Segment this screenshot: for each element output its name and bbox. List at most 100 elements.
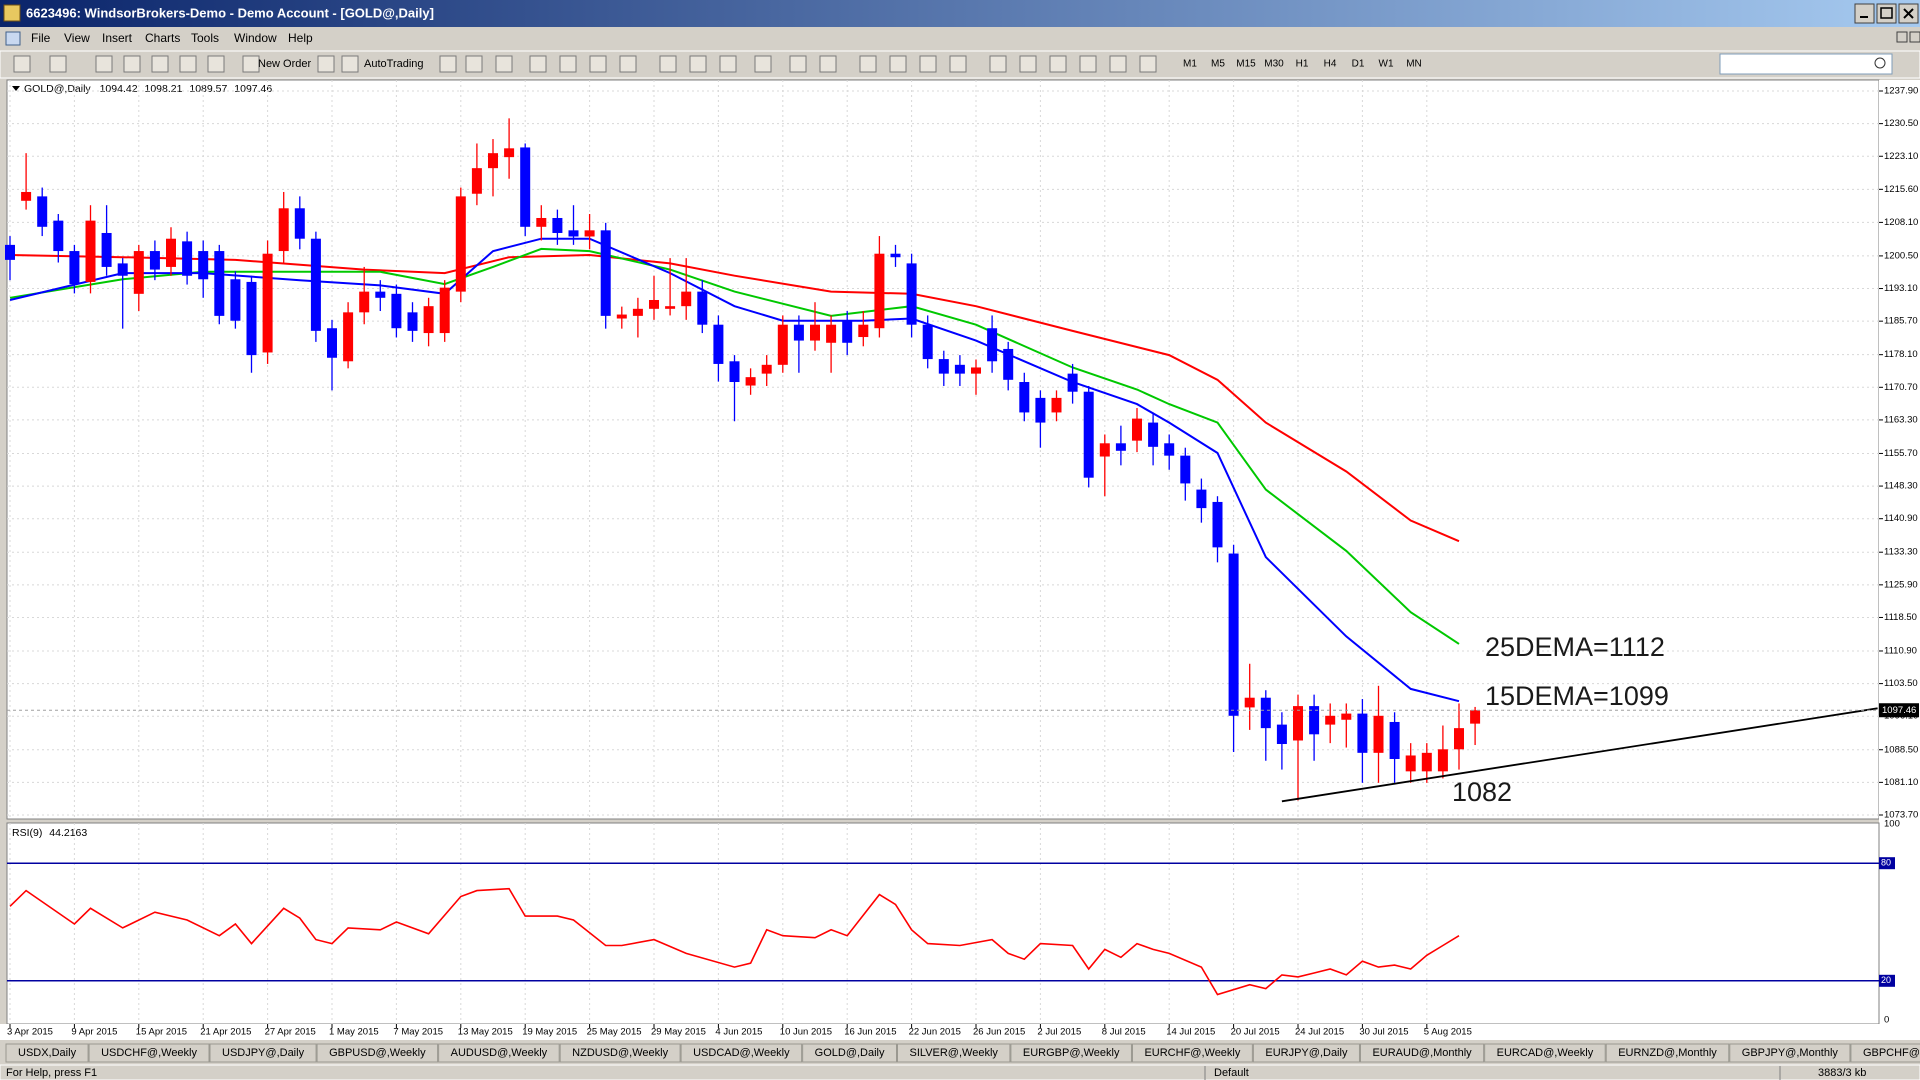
- menu-item[interactable]: Window: [234, 31, 277, 45]
- timeframe-label[interactable]: M15: [1236, 59, 1256, 70]
- chart-tab[interactable]: EURAUD@,Monthly: [1372, 1047, 1472, 1059]
- toolbar-icon[interactable]: [949, 55, 967, 73]
- toolbar-icon[interactable]: [465, 55, 483, 73]
- chart-tab-frame[interactable]: [1131, 1043, 1253, 1063]
- toolbar-icon[interactable]: [151, 55, 169, 73]
- timeframe-label[interactable]: M1: [1183, 59, 1197, 70]
- chart-tab-frame[interactable]: [1484, 1043, 1606, 1063]
- chart-tab[interactable]: EURCHF@,Weekly: [1144, 1047, 1240, 1059]
- timeframe-button[interactable]: [1232, 54, 1260, 74]
- chart-tab[interactable]: GOLD@,Daily: [815, 1047, 885, 1059]
- toolbar-icon[interactable]: [589, 55, 607, 73]
- menu-item[interactable]: File: [31, 31, 51, 45]
- toolbar-icon[interactable]: [207, 55, 225, 73]
- chart-tab-frame[interactable]: [1729, 1043, 1851, 1063]
- search-icon[interactable]: [1874, 57, 1886, 69]
- chart-menu-arrow[interactable]: [12, 86, 20, 91]
- chart-tab-frame[interactable]: [802, 1043, 897, 1063]
- timeframe-button[interactable]: [1260, 54, 1288, 74]
- chart-tab-frame[interactable]: [88, 1043, 210, 1063]
- chart-tab-frame[interactable]: [316, 1043, 439, 1063]
- toolbar-icon[interactable]: [789, 55, 807, 73]
- timeframe-button[interactable]: [1176, 54, 1204, 74]
- chart-tab[interactable]: USDJPY@,Daily: [222, 1047, 305, 1059]
- chart-tab-frame[interactable]: [897, 1043, 1011, 1063]
- chart-tab[interactable]: SILVER@,Weekly: [910, 1047, 999, 1059]
- toolbar-icon[interactable]: [95, 55, 113, 73]
- search-box[interactable]: [1719, 53, 1893, 75]
- toolbar-icon[interactable]: [754, 55, 772, 73]
- toolbar-icon[interactable]: [619, 55, 637, 73]
- timeframe-label[interactable]: MN: [1406, 59, 1422, 70]
- autotrading-button[interactable]: AutoTrading: [364, 58, 424, 70]
- menu-item[interactable]: Insert: [102, 31, 133, 45]
- chart-tab-frame[interactable]: [438, 1043, 560, 1063]
- toolbar-icon[interactable]: [529, 55, 547, 73]
- menu-item[interactable]: Tools: [191, 31, 219, 45]
- timeframe-label[interactable]: M30: [1264, 59, 1284, 70]
- toolbar-icon[interactable]: [439, 55, 457, 73]
- toolbar-icon[interactable]: [819, 55, 837, 73]
- child-close-button[interactable]: [1909, 31, 1920, 43]
- chart-tab-frame[interactable]: [1010, 1043, 1132, 1063]
- chart-tab-frame[interactable]: [680, 1043, 803, 1063]
- chart-tab-frame[interactable]: [209, 1043, 317, 1063]
- chart-tab[interactable]: GBPUSD@,Weekly: [329, 1047, 426, 1059]
- toolbar-icon[interactable]: [13, 55, 31, 73]
- timeframe-button[interactable]: [1316, 54, 1344, 74]
- menu-item[interactable]: Charts: [145, 31, 180, 45]
- chart-tab[interactable]: EURGBP@,Weekly: [1023, 1047, 1120, 1059]
- toolbar-icon[interactable]: [242, 55, 260, 73]
- chart-tab[interactable]: GBPJPY@,Monthly: [1742, 1047, 1839, 1059]
- toolbar-icon[interactable]: [341, 55, 359, 73]
- chart-tab-frame[interactable]: [559, 1043, 681, 1063]
- chart-tab-frame[interactable]: [1850, 1043, 1920, 1063]
- toolbar-icon[interactable]: [859, 55, 877, 73]
- chart-tab[interactable]: GBPCHF@,H1: [1863, 1047, 1920, 1059]
- chart-tab[interactable]: AUDUSD@,Weekly: [451, 1047, 548, 1059]
- chart-tab-frame[interactable]: [1359, 1043, 1485, 1063]
- new-order-button[interactable]: New Order: [258, 58, 312, 70]
- toolbar-icon[interactable]: [179, 55, 197, 73]
- toolbar-icon[interactable]: [1019, 55, 1037, 73]
- toolbar-icon[interactable]: [919, 55, 937, 73]
- timeframe-button[interactable]: [1344, 54, 1372, 74]
- timeframe-label[interactable]: W1: [1379, 59, 1394, 70]
- toolbar-icon[interactable]: [1079, 55, 1097, 73]
- timeframe-label[interactable]: M5: [1211, 59, 1225, 70]
- chart-tab[interactable]: EURJPY@,Daily: [1265, 1047, 1348, 1059]
- child-restore-button[interactable]: [1896, 31, 1908, 43]
- toolbar-icon[interactable]: [1049, 55, 1067, 73]
- chart-tab[interactable]: EURNZD@,Monthly: [1618, 1047, 1717, 1059]
- toolbar-icon[interactable]: [1139, 55, 1157, 73]
- chart-tab[interactable]: USDCHF@,Weekly: [101, 1047, 197, 1059]
- timeframe-label[interactable]: H1: [1296, 59, 1309, 70]
- timeframe-button[interactable]: [1400, 54, 1428, 74]
- maximize-button[interactable]: [1876, 3, 1897, 24]
- chart-tab-frame[interactable]: [5, 1043, 89, 1063]
- toolbar-icon[interactable]: [719, 55, 737, 73]
- toolbar-icon[interactable]: [317, 55, 335, 73]
- timeframe-button[interactable]: [1372, 54, 1400, 74]
- timeframe-button[interactable]: [1288, 54, 1316, 74]
- toolbar-icon[interactable]: [689, 55, 707, 73]
- menu-item[interactable]: View: [64, 31, 90, 45]
- chart-tab[interactable]: NZDUSD@,Weekly: [572, 1047, 668, 1059]
- timeframe-label[interactable]: D1: [1352, 59, 1365, 70]
- chart-tab[interactable]: EURCAD@,Weekly: [1497, 1047, 1594, 1059]
- toolbar-icon[interactable]: [1109, 55, 1127, 73]
- toolbar-icon[interactable]: [49, 55, 67, 73]
- toolbar-icon[interactable]: [559, 55, 577, 73]
- chart-tab-frame[interactable]: [1605, 1043, 1730, 1063]
- timeframe-button[interactable]: [1204, 54, 1232, 74]
- chart-tab[interactable]: USDX,Daily: [18, 1047, 77, 1059]
- minimize-button[interactable]: [1854, 3, 1875, 24]
- menu-item[interactable]: Help: [288, 31, 313, 45]
- toolbar-icon[interactable]: [889, 55, 907, 73]
- chart-tab[interactable]: USDCAD@,Weekly: [693, 1047, 790, 1059]
- toolbar-icon[interactable]: [495, 55, 513, 73]
- toolbar-icon[interactable]: [989, 55, 1007, 73]
- chart-tab-frame[interactable]: [1252, 1043, 1360, 1063]
- toolbar-icon[interactable]: [123, 55, 141, 73]
- toolbar-icon[interactable]: [659, 55, 677, 73]
